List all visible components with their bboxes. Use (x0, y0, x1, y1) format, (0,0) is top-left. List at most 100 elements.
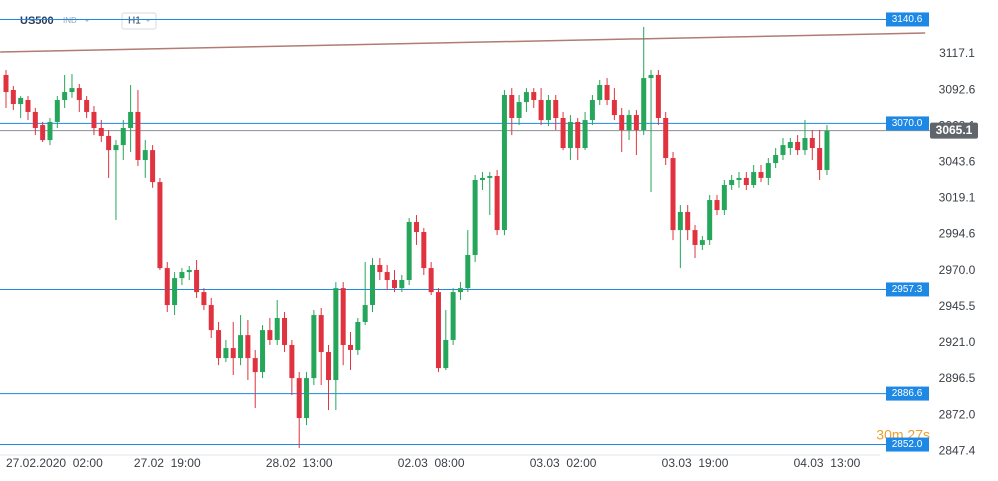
candle-body (787, 141, 793, 149)
level-label: 2957.3 (892, 284, 923, 295)
x-tick-label: 27.02 19:00 (134, 456, 201, 470)
candle-body (326, 352, 332, 381)
y-tick-label: 2994.6 (939, 227, 976, 241)
candle-body (311, 315, 317, 379)
candle-body (282, 318, 288, 345)
candle-body (135, 111, 141, 160)
candle-body (120, 128, 126, 146)
candle-body (633, 115, 639, 131)
candle-body (523, 92, 529, 103)
candle-body (435, 292, 441, 369)
candle-body (817, 148, 823, 170)
interval[interactable]: H1 (128, 16, 141, 27)
candle-body (318, 315, 324, 353)
candle-body (802, 138, 808, 151)
candle-body (545, 100, 551, 121)
candle-body (91, 111, 97, 129)
candle-body (655, 74, 661, 118)
candle-body (758, 172, 764, 178)
candle-body (457, 288, 463, 293)
candle-body (289, 344, 295, 379)
candle-body (40, 125, 46, 141)
candle-body (743, 177, 749, 186)
y-tick-label: 3043.6 (939, 154, 976, 168)
candle-body (164, 268, 170, 306)
x-tick-label: 03.03 02:00 (530, 456, 597, 470)
y-tick-label: 3092.6 (939, 82, 976, 96)
candle-body (3, 74, 9, 93)
candle-body (245, 335, 251, 359)
candle-body (62, 92, 68, 101)
y-tick-label: 2970.0 (939, 263, 976, 277)
candle-body (472, 179, 478, 255)
candle-body (824, 130, 830, 170)
candle-body (707, 200, 713, 241)
candle-body (465, 254, 471, 289)
current-price-box (930, 122, 978, 139)
candle-body (685, 211, 691, 231)
candle-body (406, 221, 412, 281)
interval-box[interactable] (121, 12, 157, 30)
candle-body (201, 292, 207, 306)
level-label-box (886, 12, 929, 27)
x-tick-label: 02.03 08:00 (398, 456, 465, 470)
candle-body (809, 138, 815, 149)
candle-body (333, 288, 339, 381)
candle-body (208, 305, 214, 331)
candle-body (663, 117, 669, 159)
candle-body (230, 348, 236, 359)
y-tick-label: 2945.5 (939, 299, 976, 313)
candle-body (421, 231, 427, 269)
candle-body (98, 128, 104, 136)
candle-body (54, 100, 60, 122)
candle-body (721, 185, 727, 211)
y-tick-label: 3019.1 (939, 191, 976, 205)
x-tick-label: 27.02.2020 02:00 (6, 456, 103, 470)
candle-body (260, 330, 266, 373)
candle-body (69, 88, 75, 93)
level-label-box (886, 282, 929, 297)
candle-body (582, 120, 588, 149)
candle-body (575, 121, 581, 149)
candle-body (10, 89, 16, 104)
candle-body (370, 264, 375, 306)
level-label: 3070.0 (892, 118, 923, 129)
candle-body (18, 97, 24, 104)
symbol[interactable]: US500 (20, 15, 54, 27)
candle-body (128, 111, 134, 129)
level-label-box (886, 437, 929, 452)
candle-body (509, 95, 515, 118)
candle-body (567, 121, 573, 149)
candle-body (194, 269, 200, 293)
candle-body (76, 88, 82, 101)
candle-body (641, 78, 647, 131)
candle-body (494, 176, 500, 231)
candle-body (531, 92, 537, 101)
candle-body (25, 100, 31, 112)
level-label: 2852.0 (892, 439, 923, 450)
level-label: 3140.6 (892, 14, 923, 25)
candle-body (428, 268, 434, 293)
candle-body (399, 280, 405, 289)
candle-body (304, 378, 310, 419)
candle-body (348, 344, 354, 350)
level-label: 2886.6 (892, 388, 923, 399)
y-tick-label: 2921.0 (939, 335, 976, 349)
candle-body (553, 100, 559, 118)
candle-body (84, 100, 90, 112)
y-tick-label: 2896.5 (939, 371, 976, 385)
candle-body (238, 335, 244, 359)
candle-body (597, 84, 603, 101)
candle-body (699, 240, 705, 245)
candle-body (384, 272, 390, 281)
candle-body (142, 150, 148, 160)
candle-body (773, 154, 779, 164)
candle-body (619, 115, 625, 131)
candle-body (795, 141, 801, 151)
candle-body (223, 348, 229, 359)
candle-body (362, 305, 368, 322)
trend-line (0, 32, 926, 53)
candle-body (780, 145, 786, 155)
candle-body (274, 318, 280, 340)
